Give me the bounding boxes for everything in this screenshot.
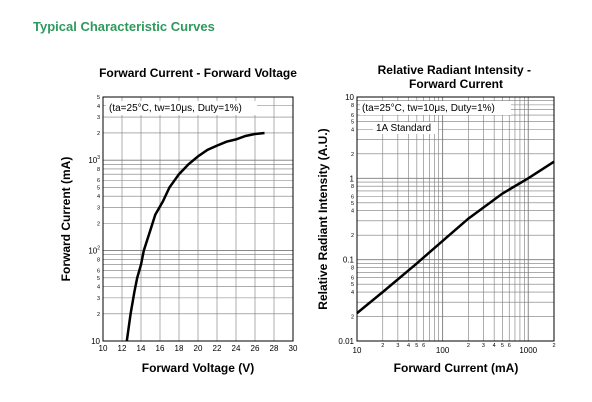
chart1-ytick-minor: 2: [97, 312, 100, 318]
chart2-note2-bg: [373, 122, 438, 134]
chart2-ylabel: Relative Radiant Intensity (A.U.): [316, 128, 330, 309]
chart1-ylabel: Forward Current (mA): [59, 157, 73, 282]
chart2-xtick-minor: 3: [396, 343, 399, 349]
chart1-xtick-label: 20: [194, 344, 203, 353]
section-heading: Typical Characteristic Curves: [33, 19, 215, 34]
chart1-tick-labels: 10 12 14 16 18 20 22 24 26 28 30102345681022345681…: [88, 95, 298, 353]
chart1-xlabel: Forward Voltage (V): [142, 361, 254, 375]
chart2-series-line: [356, 160, 555, 315]
chart2-ytick-minor: 8: [351, 103, 354, 109]
chart1-plot-frame: [102, 96, 294, 342]
chart1-xtick-label: 10: [99, 344, 108, 353]
chart1-xtick-label: 18: [175, 344, 184, 353]
chart2-title: Relative Radiant Intensity - Forward Cur…: [378, 63, 535, 91]
chart1-ytick-minor: 5: [97, 95, 100, 101]
chart2-ytick-minor: 6: [351, 194, 354, 200]
chart2-ytick-minor: 4: [351, 290, 354, 296]
chart1-xtick-label: 30: [289, 344, 298, 353]
chart1-note: (ta=25°C, tw=10μs, Duty=1%): [109, 103, 242, 114]
chart1-xtick-label: 26: [251, 344, 260, 353]
chart2-xtick-minor: 2: [552, 343, 555, 349]
chart1-grid: [103, 96, 293, 341]
chart2-xlabel: Forward Current (mA): [394, 361, 519, 375]
chart1-xtick-label: 16: [156, 344, 165, 353]
chart-relative-radiant-intensity: Relative Radiant Intensity - Forward Cur…: [316, 63, 556, 375]
chart1-ytick-minor: 6: [97, 269, 100, 275]
chart1-ytick-minor: 4: [97, 104, 100, 110]
chart2-title-line1: Relative Radiant Intensity -: [378, 63, 531, 77]
chart2-title-line2: Forward Current: [409, 77, 503, 91]
chart2-ytick-minor: 6: [351, 113, 354, 119]
chart1-ytick-minor: 4: [97, 194, 100, 200]
chart2-xtick-minor: 6: [508, 343, 511, 349]
chart2-ytick-minor: 2: [351, 152, 354, 158]
chart2-xtick-minor: 5: [501, 343, 504, 349]
chart2-ytick-minor: 5: [351, 119, 354, 125]
chart2-note: (ta=25°C, tw=10μs, Duty=1%): [362, 103, 495, 114]
chart1-ytick-minor: 5: [97, 276, 100, 282]
chart2-xtick-minor: 5: [415, 343, 418, 349]
chart1-ytick-minor: 3: [97, 205, 100, 211]
chart2-ytick-minor: 8: [351, 184, 354, 190]
chart2-ytick-label: 10: [345, 93, 354, 102]
chart-forward-current-voltage: Forward Current - Forward Voltage 10 12 14…: [59, 66, 298, 375]
chart2-xtick-minor: 4: [407, 343, 410, 349]
chart2-ytick-minor: 5: [351, 282, 354, 288]
chart2-grid: [357, 97, 555, 341]
chart1-ytick-label: 102: [88, 246, 100, 256]
chart2-xtick-label: 1000: [519, 346, 537, 355]
chart2-ytick-minor: 2: [351, 315, 354, 321]
chart1-xtick-label: 12: [118, 344, 127, 353]
chart1-ytick-minor: 4: [97, 285, 100, 291]
chart2-xtick-minor: 2: [467, 343, 470, 349]
chart2-ytick-minor: 6: [351, 276, 354, 282]
chart1-xtick-label: 14: [137, 344, 146, 353]
chart2-xtick-label: 10: [353, 346, 362, 355]
chart1-xtick-label: 28: [270, 344, 279, 353]
chart1-series-line: [125, 131, 265, 342]
chart2-ytick-label: 0.01: [338, 337, 354, 346]
chart2-ytick-label: 1: [350, 174, 355, 183]
chart2-xtick-minor: 3: [482, 343, 485, 349]
chart2-plot-frame: [356, 96, 555, 342]
chart1-ytick-minor: 6: [97, 178, 100, 184]
chart1-ytick-minor: 3: [97, 115, 100, 121]
chart2-ytick-minor: 8: [351, 266, 354, 272]
chart2-tick-labels: 10 2 3 4 5 6 100 2 3 4 5 6 1000 20.01245680.124568124…: [338, 93, 555, 355]
chart1-ytick-minor: 2: [97, 221, 100, 227]
chart1-ytick-minor: 8: [97, 257, 100, 263]
chart1-ytick-minor: 8: [97, 167, 100, 173]
chart1-title: Forward Current - Forward Voltage: [99, 66, 297, 80]
chart2-ytick-minor: 4: [351, 209, 354, 215]
chart2-ytick-label: 0.1: [343, 256, 355, 265]
chart2-xtick-minor: 2: [381, 343, 384, 349]
chart1-ytick-minor: 2: [97, 131, 100, 137]
chart2-xtick-label: 100: [436, 346, 450, 355]
chart1-note-bg: [106, 101, 257, 115]
chart1-ytick-minor: 3: [97, 296, 100, 302]
chart2-ytick-minor: 2: [351, 233, 354, 239]
chart2-xtick-minor: 6: [422, 343, 425, 349]
chart1-ytick-minor: 5: [97, 185, 100, 191]
chart2-ytick-minor: 5: [351, 201, 354, 207]
chart1-xtick-label: 22: [213, 344, 222, 353]
chart2-xtick-minor: 4: [493, 343, 496, 349]
chart1-xtick-label: 24: [232, 344, 241, 353]
chart1-ytick-label: 10: [91, 337, 100, 346]
chart2-ytick-minor: 4: [351, 127, 354, 133]
chart2-note2: 1A Standard: [376, 123, 431, 134]
chart1-ytick-label: 103: [88, 155, 100, 165]
chart2-note-bg: [360, 101, 511, 115]
